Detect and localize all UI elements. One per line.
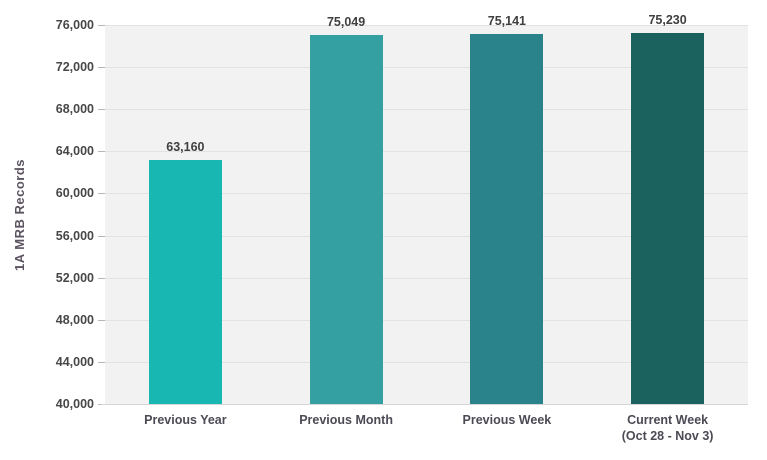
x-category-label: Previous Month — [299, 413, 393, 427]
y-tick-mark — [98, 151, 105, 153]
x-category-label: Previous Year — [144, 413, 227, 427]
y-axis-title-wrap: 1A MRB Records — [8, 25, 30, 404]
bar-value-label: 75,049 — [326, 15, 366, 29]
gridline — [105, 193, 748, 195]
y-tick-label: 76,000 — [55, 18, 94, 32]
y-tick-mark — [98, 193, 105, 195]
y-tick-label: 44,000 — [55, 354, 94, 369]
gridline — [105, 235, 748, 237]
y-tick-label: 56,000 — [55, 228, 94, 243]
bar — [631, 33, 705, 404]
y-tick-mark — [98, 25, 105, 26]
y-tick-label: 72,000 — [55, 60, 94, 75]
x-category-label: Previous Week — [462, 413, 552, 427]
bar — [470, 34, 544, 404]
bar — [148, 160, 222, 404]
y-tick-label: 64,000 — [55, 144, 94, 159]
y-axis-title: 1A MRB Records — [11, 158, 27, 271]
y-tick-mark — [98, 67, 105, 69]
x-axis-line — [101, 404, 748, 405]
bar — [309, 35, 383, 404]
y-tick-mark — [98, 277, 105, 279]
y-tick-label: 48,000 — [55, 312, 94, 327]
gridline — [105, 319, 748, 321]
gridline — [105, 67, 748, 69]
bar-value-label: 63,160 — [166, 140, 205, 155]
y-tick-label: 68,000 — [55, 102, 94, 117]
gridline — [105, 109, 748, 111]
gridline — [105, 151, 748, 153]
y-tick-mark — [98, 319, 105, 321]
gridline — [105, 277, 748, 279]
gridline — [105, 25, 748, 26]
bar-value-label: 75,141 — [487, 14, 526, 28]
x-category-label: Current Week (Oct 28 - Nov 3) — [621, 413, 714, 443]
y-tick-mark — [98, 235, 105, 237]
y-tick-mark — [98, 361, 105, 363]
y-tick-label: 40,000 — [55, 397, 94, 411]
bar-value-label: 75,230 — [648, 13, 687, 28]
y-tick-label: 52,000 — [55, 270, 94, 285]
y-tick-mark — [98, 109, 105, 111]
gridline — [105, 361, 748, 363]
y-tick-label: 60,000 — [55, 186, 94, 201]
